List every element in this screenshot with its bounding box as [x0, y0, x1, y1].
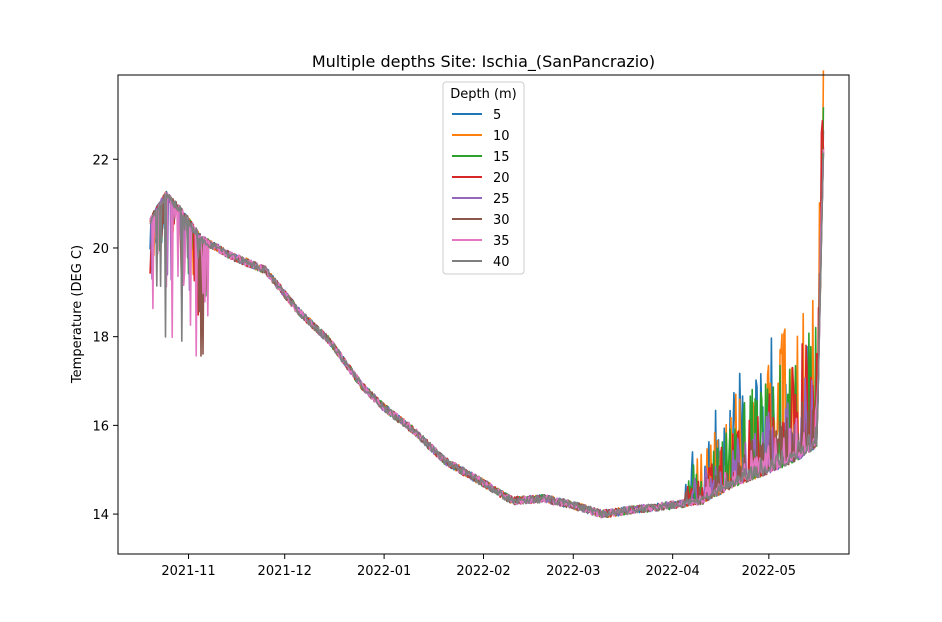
y-axis-label: Temperature (DEG C)	[70, 245, 85, 384]
legend-title: Depth (m)	[450, 87, 517, 102]
x-tick-label: 2022-05	[742, 564, 796, 579]
y-axis: 14 16 18 20 22	[92, 153, 118, 523]
legend-label-5: 5	[493, 108, 501, 123]
series-layer	[149, 70, 825, 519]
x-tick-label: 2022-04	[645, 564, 699, 579]
legend-label-15: 15	[493, 150, 510, 165]
legend: Depth (m) 5 10 15 20 25 30 35 40	[442, 81, 525, 275]
y-tick-label: 22	[92, 153, 109, 168]
legend-label-10: 10	[493, 129, 510, 144]
y-tick-label: 20	[92, 242, 109, 257]
legend-label-20: 20	[493, 171, 510, 186]
legend-label-25: 25	[493, 192, 510, 207]
x-tick-label: 2021-12	[258, 564, 312, 579]
series-line-40	[149, 152, 825, 519]
y-tick-label: 14	[92, 508, 109, 523]
y-tick-label: 18	[92, 331, 109, 346]
y-tick-label: 16	[92, 419, 109, 434]
legend-label-40: 40	[493, 255, 510, 270]
chart-title: Multiple depths Site: Ischia_(SanPancraz…	[312, 52, 655, 72]
legend-label-35: 35	[493, 234, 510, 249]
legend-label-30: 30	[493, 213, 510, 228]
legend-box	[442, 81, 525, 275]
x-tick-label: 2022-02	[456, 564, 510, 579]
legend-items: 5 10 15 20 25 30 35 40	[452, 108, 510, 270]
x-tick-label: 2022-01	[357, 564, 411, 579]
x-tick-label: 2022-03	[546, 564, 600, 579]
x-axis: 2021-11 2021-12 2022-01 2022-02 2022-03 2022-…	[161, 554, 796, 579]
x-tick-label: 2021-11	[161, 564, 215, 579]
